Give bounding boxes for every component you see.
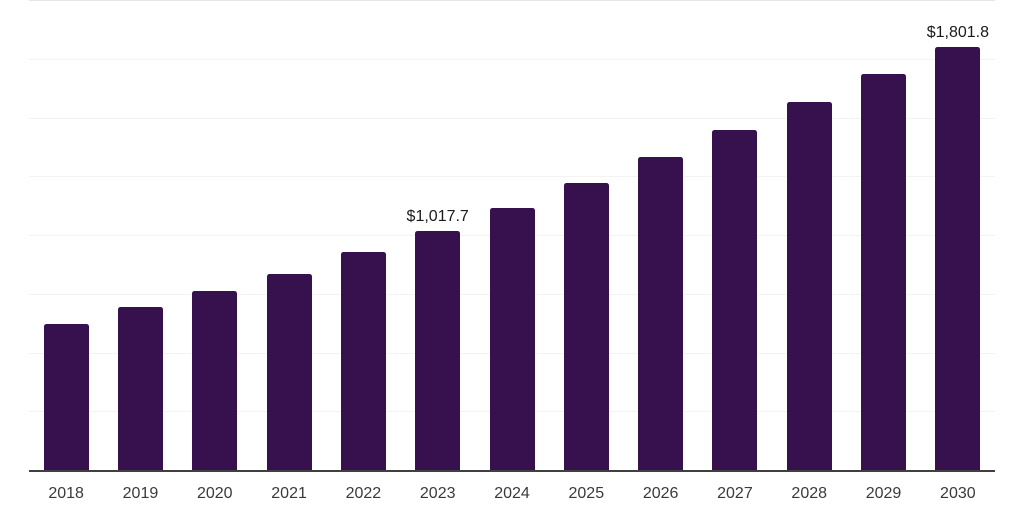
value-label-2030: $1,801.8 [926,23,989,41]
value-label-2023: $1,017.7 [406,207,469,225]
x-tick-2029: 2029 [865,485,902,502]
x-axis-line [29,470,995,472]
gridline [29,59,995,60]
x-tick-2024: 2024 [494,485,530,502]
x-tick-2022: 2022 [345,485,382,502]
bar-2018 [43,323,89,470]
gridline [29,176,995,177]
x-tick-2019: 2019 [122,485,159,502]
bar-2026 [638,157,684,470]
bar-2020 [192,291,238,470]
x-tick-2023: 2023 [419,485,456,502]
bar-2021 [266,273,312,470]
x-tick-2018: 2018 [48,485,84,502]
bar-2022 [340,252,386,470]
bar-2027 [712,130,758,470]
gridline [29,118,995,119]
x-tick-2030: 2030 [940,485,976,502]
bar-2029 [861,74,907,470]
bar-2028 [786,102,832,470]
x-tick-2021: 2021 [271,485,307,502]
bar-2025 [563,182,609,470]
x-tick-2025: 2025 [568,485,605,502]
x-tick-2028: 2028 [791,485,828,502]
x-tick-2020: 2020 [196,485,233,502]
x-tick-2027: 2027 [717,485,753,502]
bar-2024 [489,207,535,470]
plot-top-border [29,0,995,1]
bar-2019 [117,307,163,470]
bar-2023 [415,230,461,470]
x-tick-2026: 2026 [642,485,679,502]
bar-2030 [935,46,981,470]
